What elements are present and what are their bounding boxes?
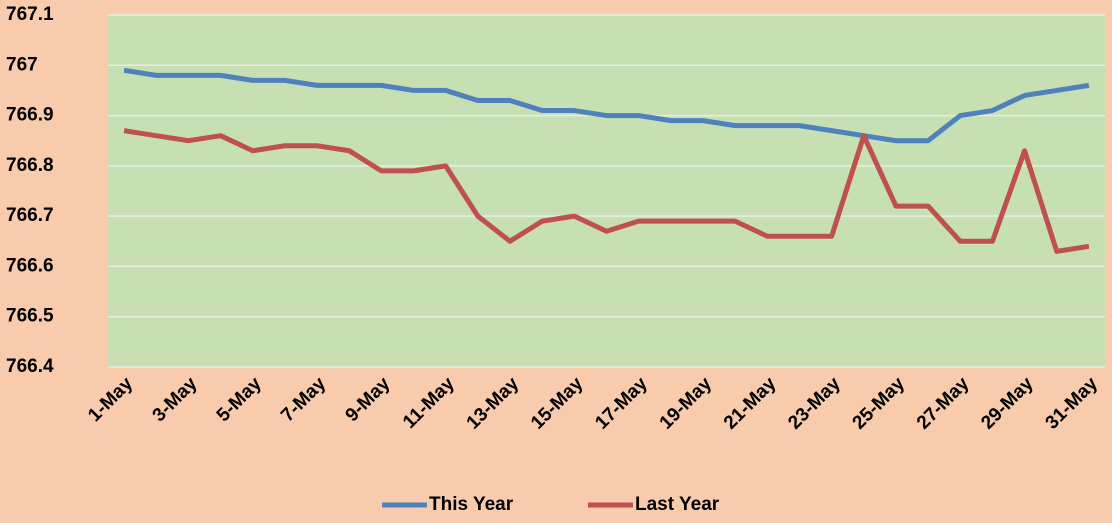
y-tick-label: 766.8 [6, 155, 54, 176]
line-series [123, 67, 1090, 144]
y-tick-label: 766.9 [6, 105, 54, 126]
legend-label: Last Year [635, 494, 720, 515]
y-tick-label: 766.7 [6, 205, 54, 226]
y-tick-label: 766.5 [6, 306, 54, 327]
legend-label: This Year [429, 494, 514, 515]
y-tick-label: 767.1 [6, 4, 54, 25]
y-tick-label: 766.6 [6, 255, 54, 276]
y-tick-label: 767 [6, 54, 38, 75]
y-tick-label: 766.4 [6, 356, 54, 377]
line-series [123, 128, 1090, 254]
plot-area [108, 15, 1105, 367]
